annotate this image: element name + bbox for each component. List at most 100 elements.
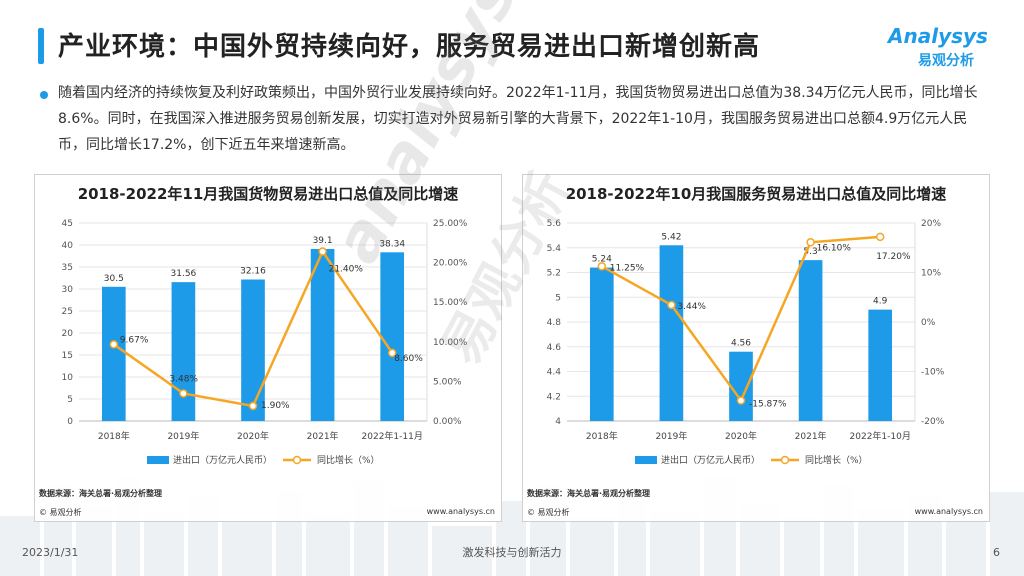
line-point: [597, 262, 607, 271]
bar: [380, 252, 405, 421]
legend-line-label: 同比增长（%）: [317, 454, 380, 466]
chart-title: 2018-2022年10月我国服务贸易进出口总值及同比增速: [565, 185, 947, 203]
bar-value-label: 39.1: [313, 236, 333, 246]
bar-value-label: 5.24: [592, 255, 612, 265]
data-source: 数据来源：海关总署·易观分析整理: [39, 489, 163, 498]
line-point: [318, 247, 327, 256]
copyright: © 易观分析: [39, 508, 82, 517]
left-tick-label: 45: [62, 219, 73, 229]
x-tick-label: 2019年: [167, 430, 199, 442]
x-tick-label: 2021年: [307, 430, 339, 442]
page-number: 6: [993, 546, 1000, 559]
line-value-label: 21.40%: [329, 265, 364, 275]
left-tick-label: 25: [62, 307, 73, 317]
bar: [729, 351, 753, 421]
intro-paragraph: 随着国内经济的持续恢复及利好政策频出，中国外贸行业发展持续向好。2022年1-1…: [58, 85, 978, 153]
legend-line-marker: [780, 455, 790, 465]
bar-value-label: 5.3: [803, 247, 817, 257]
x-tick-label: 2019年: [655, 430, 687, 442]
bar-value-label: 5.42: [661, 232, 681, 242]
right-tick-label: 10%: [921, 269, 941, 279]
left-tick-label: 4.8: [547, 318, 562, 328]
line-value-label: 9.67%: [120, 335, 149, 345]
x-tick-label: 2018年: [98, 430, 130, 442]
bar: [798, 260, 823, 421]
x-tick-label: 2020年: [725, 430, 757, 442]
line-point: [667, 300, 676, 310]
title-accent-bar: [38, 28, 44, 64]
left-tick-label: 4.4: [547, 368, 562, 378]
left-tick-label: 0: [67, 417, 73, 427]
analysys-logo: Analysys 易观分析: [878, 24, 998, 72]
right-tick-label: 10.00%: [433, 338, 468, 348]
left-tick-label: 4.6: [547, 343, 562, 353]
line-point: [875, 232, 885, 242]
bar: [589, 267, 614, 421]
footer-slogan: 激发科技与创新活力: [462, 546, 562, 559]
goods-trade-chart: 0 5 10 15 20 25 30 35 40 45 0.00% 5.00% 10.00% 15.00%…: [62, 219, 468, 466]
services-trade-chart-panel: 2018-2022年10月我国服务贸易进出口总值及同比增速 4 4.2 4.4 4.6…: [522, 174, 990, 522]
left-tick-label: 15: [62, 351, 73, 361]
bar: [171, 282, 196, 421]
bar-value-label: 38.34: [379, 239, 405, 249]
left-tick-label: 4: [555, 417, 561, 427]
x-tick-label: 2018年: [586, 430, 618, 442]
legend-line-marker: [292, 455, 302, 465]
line-point: [736, 396, 746, 405]
page-title: 产业环境：中国外贸持续向好，服务贸易进出口新增创新高: [58, 32, 761, 62]
bar: [868, 309, 893, 421]
right-tick-label: -10%: [921, 368, 945, 378]
right-tick-label: 20.00%: [433, 259, 468, 269]
right-tick-label: -20%: [921, 417, 945, 427]
bar-value-label: 31.56: [171, 269, 197, 279]
bullet-dot: [40, 91, 48, 99]
bar-value-label: 30.5: [104, 274, 124, 284]
goods-trade-chart-panel: 2018-2022年11月我国货物贸易进出口总值及同比增速 0 5 10 15 20 25…: [34, 174, 502, 522]
logo-text: Analysys: [888, 24, 988, 48]
line-value-label: 3.48%: [169, 374, 198, 384]
bar: [659, 245, 684, 421]
right-tick-label: 25.00%: [433, 219, 468, 229]
left-tick-label: 4.2: [547, 392, 561, 402]
line-value-label: 17.20%: [876, 252, 911, 262]
services-trade-chart: 4 4.2 4.4 4.6 4.8 5 5.2 5.4 5.6 -20% -10% 0% 10% 20% 5…: [547, 219, 945, 466]
left-tick-label: 40: [62, 241, 74, 251]
right-tick-label: 5.00%: [433, 377, 462, 387]
line-value-label: 3.44%: [677, 302, 706, 312]
bar-value-label: 4.9: [873, 297, 888, 307]
left-tick-label: 35: [62, 263, 73, 273]
line-value-label: -15.87%: [749, 400, 787, 410]
data-source: 数据来源：海关总署·易观分析整理: [527, 489, 651, 498]
left-tick-label: 10: [62, 373, 74, 383]
bar: [310, 248, 335, 421]
left-tick-label: 5: [555, 293, 561, 303]
line-value-label: 11.25%: [610, 263, 645, 273]
x-tick-label: 2022年1-10月: [850, 430, 911, 442]
legend-bar-label: 进出口（万亿元人民币）: [173, 454, 272, 466]
right-tick-label: 0%: [921, 318, 936, 328]
bar-value-label: 4.56: [731, 339, 751, 349]
x-tick-label: 2022年1-11月: [362, 430, 423, 442]
bar: [241, 279, 265, 421]
line-value-label: 16.10%: [817, 243, 852, 253]
line-point: [179, 389, 188, 398]
left-tick-label: 5.4: [547, 244, 562, 254]
legend-bar-swatch: [147, 456, 169, 464]
left-tick-label: 5.2: [547, 269, 561, 279]
x-tick-label: 2020年: [237, 430, 269, 442]
right-tick-label: 15.00%: [433, 298, 468, 308]
left-tick-label: 5.6: [547, 219, 562, 229]
chart-title: 2018-2022年11月我国货物贸易进出口总值及同比增速: [77, 185, 459, 203]
line-point: [109, 340, 119, 349]
bar-value-label: 32.16: [240, 266, 266, 276]
x-tick-label: 2021年: [795, 430, 827, 442]
right-tick-label: 0.00%: [433, 417, 462, 427]
line-value-label: 8.60%: [394, 354, 423, 364]
footer-date: 2023/1/31: [22, 546, 79, 559]
line-point: [248, 401, 258, 411]
line-value-label: 1.90%: [261, 401, 290, 411]
logo-cn-text: 易观分析: [918, 53, 974, 69]
legend-bar-label: 进出口（万亿元人民币）: [661, 454, 760, 466]
website: www.analysys.cn: [914, 507, 983, 516]
line-point: [806, 238, 815, 247]
